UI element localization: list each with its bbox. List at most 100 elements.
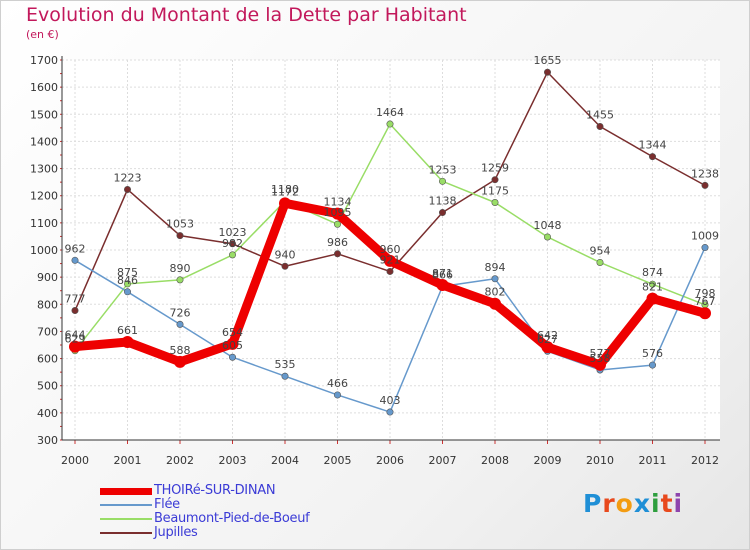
y-tick-label: 1100	[30, 217, 58, 230]
y-tick-label: 600	[37, 353, 58, 366]
data-point	[174, 355, 186, 368]
y-tick-label: 1500	[30, 108, 58, 121]
data-label: 577	[590, 347, 611, 360]
data-label: 466	[327, 377, 348, 390]
data-label: 846	[117, 274, 138, 287]
data-point	[281, 262, 289, 270]
data-point	[489, 297, 501, 310]
data-point	[541, 341, 554, 354]
y-tick-label: 400	[37, 407, 58, 420]
data-point	[384, 254, 396, 267]
data-point	[229, 353, 237, 361]
data-label: 821	[642, 281, 663, 294]
y-tick-label: 1200	[30, 190, 58, 203]
data-label: 802	[485, 286, 506, 299]
proxiti-logo: Proxiti	[583, 489, 683, 518]
data-point	[701, 181, 709, 189]
data-label: 1464	[376, 106, 404, 119]
data-label: 960	[380, 243, 401, 256]
x-tick-label: 2011	[639, 454, 667, 467]
x-tick-label: 2007	[429, 454, 457, 467]
legend-label: Jupilles	[154, 525, 198, 540]
legend-label: Beaumont-Pied-de-Boeuf	[154, 511, 310, 526]
logo-letter: t	[660, 489, 674, 518]
legend-swatch	[100, 487, 152, 495]
x-tick-label: 2006	[376, 454, 404, 467]
data-label: 875	[117, 266, 138, 279]
logo-letter: i	[651, 489, 661, 518]
data-label: 777	[65, 293, 86, 306]
data-point	[333, 250, 341, 258]
data-label: 921	[380, 253, 401, 266]
data-label: 1175	[481, 185, 509, 198]
data-point	[596, 258, 604, 266]
y-tick-label: 1300	[30, 163, 58, 176]
y-tick-label: 900	[37, 271, 58, 284]
data-label: 940	[275, 248, 296, 261]
data-label: 866	[432, 268, 453, 281]
logo-letter: o	[615, 489, 634, 518]
data-label: 588	[170, 344, 191, 357]
y-tick-label: 700	[37, 325, 58, 338]
data-label: 1180	[271, 183, 299, 196]
data-point	[176, 276, 184, 284]
data-label: 1455	[586, 109, 614, 122]
data-point	[491, 275, 499, 283]
data-point	[121, 336, 134, 349]
unit-label: (en €)	[26, 28, 59, 41]
legend-label: Flée	[154, 497, 180, 512]
y-tick-label: 800	[37, 298, 58, 311]
data-point	[386, 267, 394, 275]
x-tick-label: 2008	[481, 454, 509, 467]
data-point	[176, 232, 184, 240]
data-point	[699, 307, 711, 320]
data-label: 403	[380, 394, 401, 407]
data-label: 1655	[534, 54, 562, 67]
data-point	[543, 233, 551, 241]
x-tick-label: 2012	[691, 454, 719, 467]
data-label: 1009	[691, 230, 719, 243]
data-point	[124, 288, 132, 296]
data-label: 535	[275, 358, 296, 371]
y-tick-label: 500	[37, 380, 58, 393]
data-point	[71, 256, 79, 264]
data-label: 982	[222, 237, 243, 250]
legend-swatch	[100, 518, 152, 520]
data-label: 576	[642, 347, 663, 360]
logo-letter: P	[583, 489, 603, 518]
logo-letter: r	[602, 489, 616, 518]
data-point	[594, 358, 606, 371]
data-point	[438, 209, 446, 217]
data-label: 798	[695, 287, 716, 300]
data-point	[543, 68, 551, 76]
data-point	[226, 337, 239, 350]
data-point	[333, 391, 341, 399]
data-point	[124, 185, 132, 193]
data-label: 1238	[691, 167, 719, 180]
data-label: 1023	[219, 226, 247, 239]
data-point	[491, 199, 499, 207]
data-label: 627	[537, 333, 558, 346]
logo-letter: x	[633, 489, 651, 518]
data-point	[438, 177, 446, 185]
legend-label: THOIRé-SUR-DINAN	[154, 483, 276, 498]
data-label: 642	[537, 329, 558, 342]
data-label: 871	[432, 267, 453, 280]
data-label: 1172	[271, 185, 299, 198]
data-label: 605	[222, 339, 243, 352]
x-tick-label: 2004	[271, 454, 299, 467]
data-label: 954	[590, 244, 611, 257]
data-point	[386, 408, 394, 416]
data-point	[176, 320, 184, 328]
data-label: 1344	[639, 139, 667, 152]
data-label: 890	[170, 262, 191, 275]
data-label: 874	[642, 266, 663, 279]
data-label: 654	[222, 326, 243, 339]
x-tick-label: 2005	[324, 454, 352, 467]
data-label: 726	[170, 306, 191, 319]
data-label: 661	[117, 324, 138, 337]
data-label: 1134	[324, 196, 352, 209]
data-label: 894	[485, 261, 506, 274]
y-tick-label: 1000	[30, 244, 58, 257]
data-point	[333, 220, 341, 228]
